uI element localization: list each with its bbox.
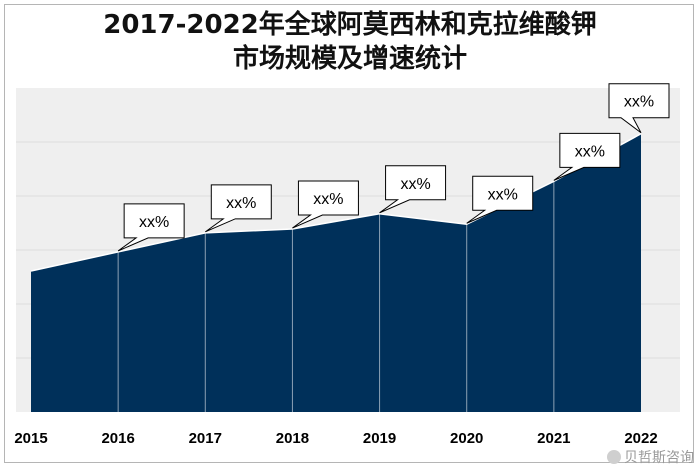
callout-box (204, 184, 272, 233)
callout-label: xx% (624, 94, 654, 111)
weibo-logo-icon (607, 450, 621, 464)
chart-title-line-1: 2017-2022年全球阿莫西林和克拉维酸钾 (103, 10, 597, 40)
callout-label: xx% (400, 176, 430, 193)
watermark-text: 贝哲斯咨询 (624, 450, 694, 466)
x-tick-label: 2021 (537, 430, 570, 447)
callout-box (379, 165, 447, 214)
x-tick-label: 2017 (189, 430, 222, 447)
callout-box (553, 132, 621, 181)
x-tick-label: 2016 (101, 430, 134, 447)
series-line (30, 133, 642, 272)
callout-box (292, 180, 359, 229)
chart-title-line-2: 市场规模及增速统计 (232, 44, 467, 74)
watermark: 贝哲斯咨询 (607, 447, 694, 467)
x-tick-label: 2020 (450, 430, 483, 447)
x-tick-label: 2015 (14, 430, 47, 447)
callout-box (608, 83, 670, 134)
callout-label: xx% (313, 191, 343, 208)
x-tick-label: 2019 (363, 430, 396, 447)
callout-label: xx% (488, 186, 518, 203)
x-tick-label: 2018 (276, 430, 309, 447)
x-tick-label: 2022 (624, 430, 657, 447)
chart-title: 2017-2022年全球阿莫西林和克拉维酸钾 市场规模及增速统计 (0, 8, 700, 76)
callout-box (117, 203, 185, 252)
callout-label: xx% (575, 143, 605, 160)
callout-box (466, 175, 534, 224)
callout-label: xx% (139, 214, 169, 231)
callout-label: xx% (226, 195, 256, 212)
series-area (31, 133, 641, 412)
